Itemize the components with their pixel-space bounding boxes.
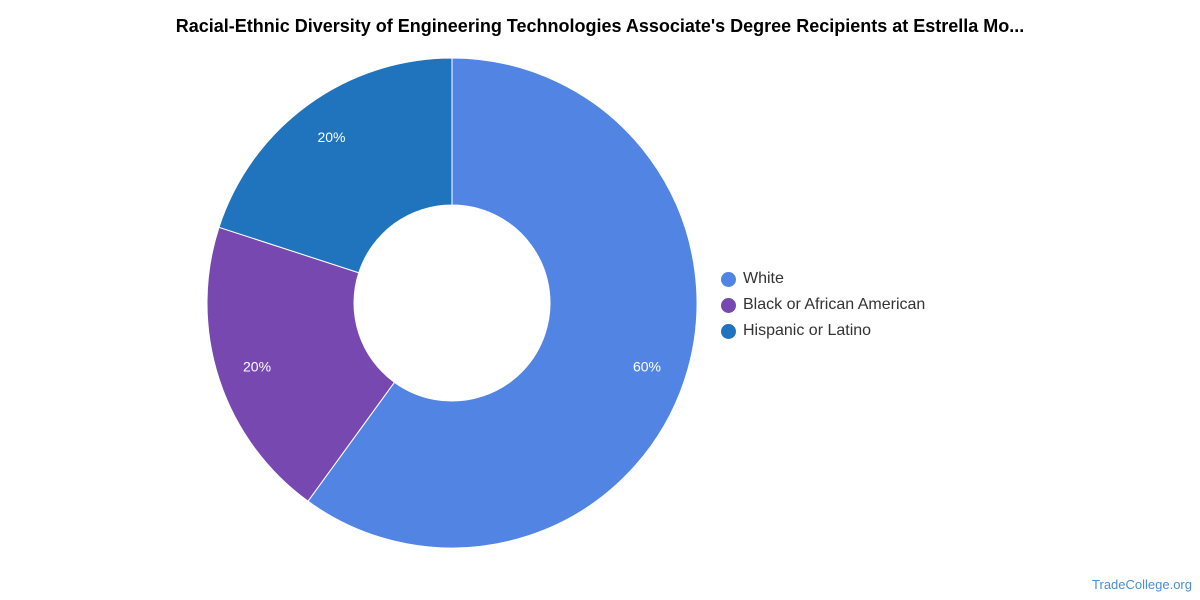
legend-item[interactable]: Hispanic or Latino <box>721 318 925 344</box>
legend-item[interactable]: White <box>721 266 925 292</box>
legend-label: White <box>743 270 784 287</box>
legend-label: Hispanic or Latino <box>743 322 872 339</box>
slice-value-label: 20% <box>243 358 271 374</box>
legend-swatch-icon <box>721 297 736 313</box>
slice-value-label: 20% <box>317 129 345 145</box>
chart-legend: White Black or African American Hispanic o… <box>721 266 925 344</box>
legend-swatch-icon <box>721 323 736 339</box>
donut-slice-hispanic-or-latino[interactable] <box>218 57 453 274</box>
chart-title: Racial-Ethnic Diversity of Engineering T… <box>175 16 1025 36</box>
slice-value-label: 60% <box>633 358 661 374</box>
legend-swatch-icon <box>721 271 736 287</box>
legend-item[interactable]: Black or African American <box>721 292 925 318</box>
legend-label: Black or African American <box>743 296 926 313</box>
donut-slice-white[interactable] <box>307 57 698 549</box>
donut-slice-black-or-african-american[interactable] <box>206 226 396 502</box>
source-credit[interactable]: TradeCollege.org <box>1092 577 1192 592</box>
